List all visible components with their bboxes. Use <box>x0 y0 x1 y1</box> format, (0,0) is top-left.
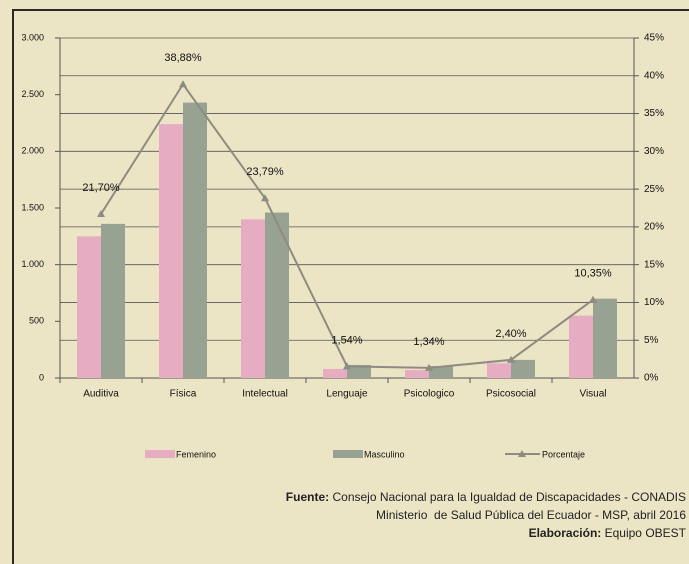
y2-tick-label: 25% <box>644 184 664 195</box>
x-tick-label: Intelectual <box>242 389 288 400</box>
y-tick-label: 3.000 <box>21 32 44 42</box>
data-label: 21,70% <box>82 182 120 194</box>
x-tick-label: Psicologico <box>404 389 455 400</box>
footer: Fuente: Consejo Nacional para la Igualda… <box>286 490 687 540</box>
x-tick-label: Física <box>170 389 197 400</box>
bar <box>429 366 453 378</box>
marker <box>343 362 351 370</box>
data-label: 1,34% <box>413 336 444 348</box>
y2-tick-label: 20% <box>644 222 664 233</box>
legend-swatch <box>333 450 363 458</box>
y2-tick-label: 5% <box>644 335 659 346</box>
marker <box>179 80 187 88</box>
y-tick-label: 2.000 <box>21 146 44 156</box>
marker <box>261 194 269 202</box>
marker <box>589 295 597 303</box>
bar <box>511 359 535 378</box>
data-label: 38,88% <box>164 52 202 64</box>
bar <box>77 236 101 378</box>
data-label: 1,54% <box>331 334 362 346</box>
footer-label: Elaboración: <box>529 526 602 540</box>
bar <box>593 298 617 378</box>
bar <box>265 212 289 378</box>
footer-line: Fuente: Consejo Nacional para la Igualda… <box>286 490 686 504</box>
bar <box>347 364 371 378</box>
marker <box>425 363 433 371</box>
legend-label: Porcentaje <box>542 449 585 459</box>
bar <box>487 363 511 378</box>
bar <box>101 223 125 378</box>
data-label: 23,79% <box>246 166 284 178</box>
footer-text: Consejo Nacional para la Igualdad de Dis… <box>329 490 686 504</box>
bar <box>569 315 593 378</box>
bar <box>241 219 265 378</box>
x-tick-label: Psicosocial <box>486 389 536 400</box>
y-tick-label: 0 <box>39 372 44 382</box>
frame <box>12 9 689 564</box>
footer-text: Equipo OBEST <box>601 526 686 540</box>
legend-label: Femenino <box>176 449 216 459</box>
y2-tick-label: 45% <box>644 33 664 44</box>
bar <box>159 124 183 378</box>
marker <box>97 210 105 218</box>
x-tick-label: Auditiva <box>83 389 119 400</box>
y2-tick-label: 0% <box>644 373 659 384</box>
footer-label: Fuente: <box>286 490 329 504</box>
data-label: 10,35% <box>574 268 612 280</box>
bar <box>323 368 347 378</box>
y2-tick-label: 10% <box>644 297 664 308</box>
y-tick-label: 1.500 <box>21 202 44 212</box>
y-tick-label: 2.500 <box>21 89 44 99</box>
legend-marker <box>518 450 526 457</box>
legend-label: Masculino <box>364 449 405 459</box>
marker <box>507 355 515 363</box>
y2-tick-label: 30% <box>644 146 664 157</box>
bar <box>183 102 207 378</box>
y-tick-label: 500 <box>29 316 44 326</box>
data-label: 2,40% <box>495 328 526 340</box>
footer-text: Ministerio de Salud Pública del Ecuador … <box>376 508 686 522</box>
bar <box>405 370 429 378</box>
x-tick-label: Lenguaje <box>326 389 368 400</box>
y-tick-label: 1.000 <box>21 259 44 269</box>
y2-tick-label: 15% <box>644 259 664 270</box>
legend-swatch <box>145 450 175 458</box>
footer-line: Elaboración: Equipo OBEST <box>529 526 687 540</box>
y2-tick-label: 40% <box>644 70 664 81</box>
x-tick-label: Visual <box>579 389 606 400</box>
footer-line: Ministerio de Salud Pública del Ecuador … <box>376 508 686 522</box>
y2-tick-label: 35% <box>644 108 664 119</box>
